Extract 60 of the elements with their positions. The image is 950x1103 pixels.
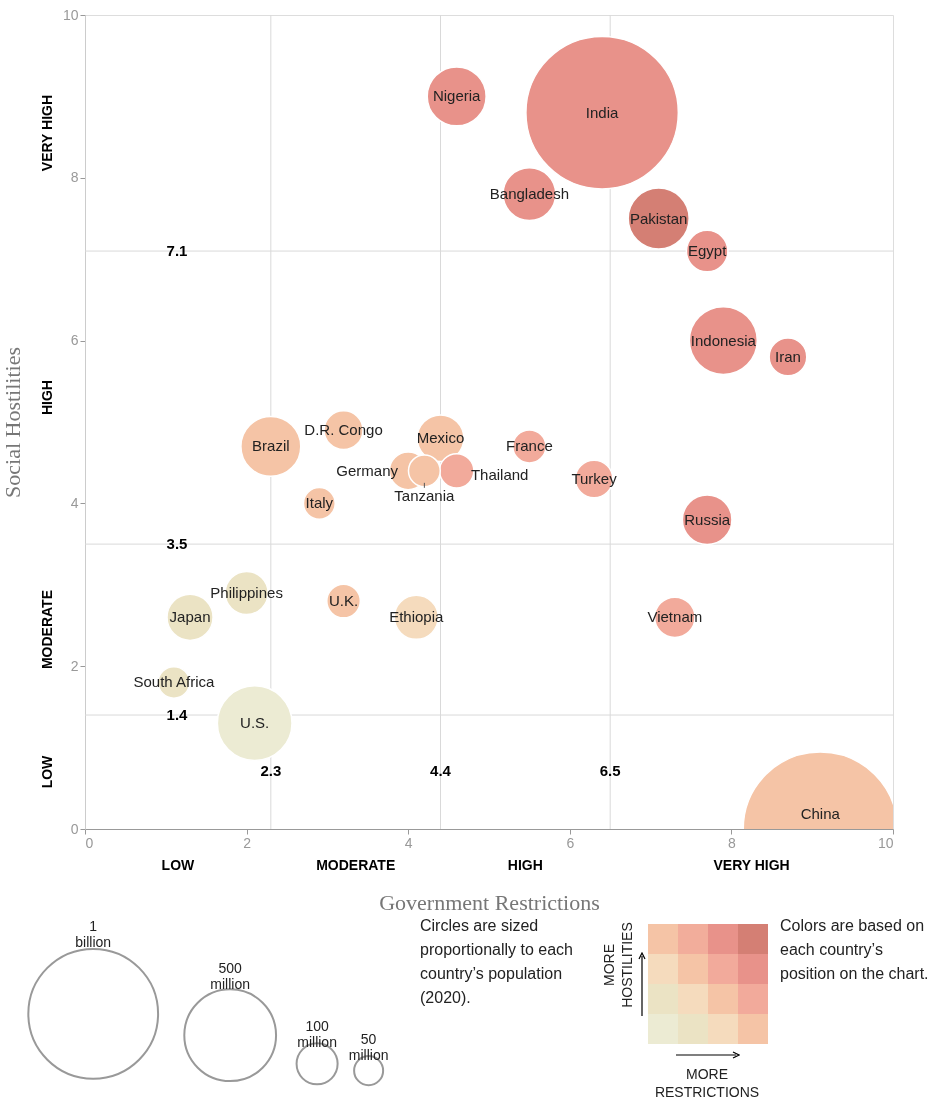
series-label: Japan <box>169 608 211 626</box>
legend-label: 100 million <box>297 1017 337 1050</box>
text: VERY HIGH <box>39 94 55 172</box>
text: LOW <box>39 754 55 789</box>
text: Colors are based on each country’s position on the chart. <box>780 916 930 984</box>
ref-line-label: 4.4 <box>430 762 452 779</box>
ref-line-label: 2.3 <box>260 762 282 779</box>
series-label: Thailand <box>470 465 529 483</box>
y-tick-label: 4 <box>70 494 79 511</box>
series-label: Indonesia <box>690 331 757 349</box>
ref-line-label: 3.5 <box>166 535 188 553</box>
y-tick-label: 8 <box>70 169 79 186</box>
series-label: Pakistan <box>629 209 688 227</box>
text: VERY HIGH <box>713 857 790 873</box>
x-tick-label: 4 <box>404 834 413 851</box>
ref-line-label: 7.1 <box>166 242 188 260</box>
text: HIGH <box>39 380 55 416</box>
series-label: China <box>800 805 841 822</box>
series-label: Mexico <box>416 429 465 447</box>
x-tick-label: 8 <box>728 834 736 851</box>
x-axis-title: Government Restrictions <box>379 889 600 915</box>
legend-label: 50 million <box>348 1031 389 1064</box>
text: MORE HOSTILITIES <box>600 921 636 1010</box>
text: HIGH <box>507 857 543 873</box>
text: Circles are sized proportionally to each country’s population (2020). <box>420 916 574 1008</box>
series-label: U.S. <box>240 714 270 732</box>
x-tick-label: 2 <box>243 834 252 851</box>
series-label: Germany <box>336 461 399 479</box>
series-label: Turkey <box>571 469 618 487</box>
series-label: D.R. Congo <box>304 421 383 439</box>
y-tick-label: 0 <box>70 820 79 837</box>
series-label: France <box>506 437 553 455</box>
legend-label: 500 million <box>210 960 251 993</box>
legend-label: 1 billion <box>75 917 112 950</box>
text: MORE RESTRICTIONS <box>653 1065 761 1101</box>
y-tick-label: 2 <box>70 657 79 674</box>
x-tick-label: 0 <box>85 834 94 851</box>
ref-line-label: 1.4 <box>166 706 189 724</box>
text: LOW <box>161 857 196 873</box>
series-label: Iran <box>775 347 801 365</box>
text: MODERATE <box>316 857 396 873</box>
y-tick-label: 6 <box>70 332 79 349</box>
y-axis-title: Social Hostilities <box>0 347 25 498</box>
x-tick-label: 6 <box>566 834 575 851</box>
x-tick-label: 10 <box>877 834 894 851</box>
y-tick-label: 10 <box>62 6 79 23</box>
ref-line-label: 6.5 <box>599 762 621 779</box>
series-label: Vietnam <box>647 608 703 626</box>
series-label: South Africa <box>133 673 215 691</box>
series-label: Ethiopia <box>389 608 445 626</box>
series-label: Philippines <box>210 583 283 601</box>
series-label: Italy <box>305 494 334 512</box>
series-label: U.K. <box>328 592 359 610</box>
series-label: Tanzania <box>394 486 456 504</box>
series-label: Russia <box>684 510 731 528</box>
series-label: India <box>585 103 620 121</box>
series-label: Nigeria <box>432 87 482 105</box>
series-label: Egypt <box>687 242 728 260</box>
text: MODERATE <box>39 590 55 670</box>
series-label: Brazil <box>252 437 290 455</box>
